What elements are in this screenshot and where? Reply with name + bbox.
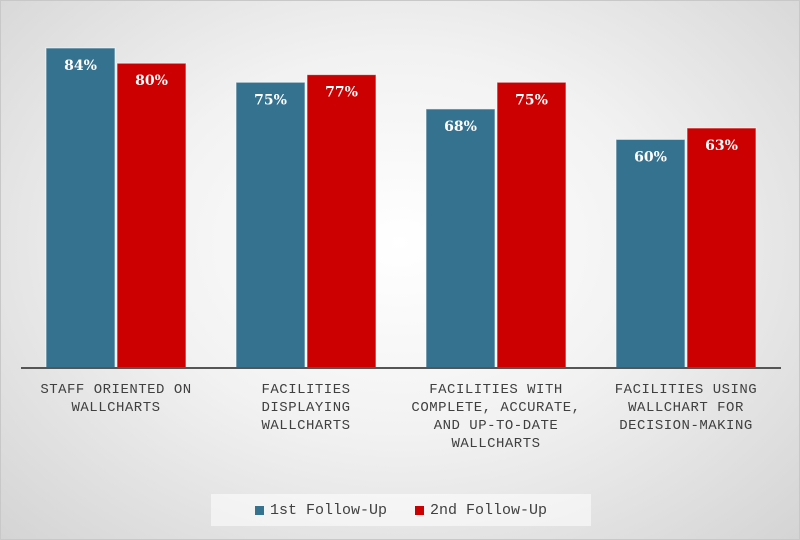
legend-item: 2nd Follow-Up (415, 502, 547, 519)
value-label: 84% (64, 58, 97, 74)
legend-swatch (415, 505, 424, 515)
bar (45, 47, 116, 369)
value-label: 80% (135, 73, 168, 89)
value-label: 75% (254, 92, 287, 108)
bar (615, 138, 686, 369)
legend-label: 2nd Follow-Up (430, 501, 548, 519)
bar (425, 108, 496, 369)
bar (496, 81, 567, 369)
legend-item: 1st Follow-Up (254, 501, 387, 519)
x-tick-label: FACILITIES USING WALLCHART FOR DECISION-… (614, 382, 758, 434)
legend-label: 1st Follow-Up (269, 501, 387, 519)
x-tick-label: STAFF ORIENTED ON WALLCHARTS (40, 382, 192, 416)
value-label: 77% (325, 85, 358, 101)
bar (116, 62, 187, 369)
bar (306, 74, 377, 369)
bar (686, 127, 757, 369)
value-label: 63% (705, 138, 738, 154)
value-label: 75% (515, 92, 548, 108)
legend-swatch (254, 505, 264, 515)
x-tick-label: FACILITIES DISPLAYING WALLCHARTS (261, 382, 351, 434)
x-tick-label: FACILITIES WITH COMPLETE, ACCURATE, AND … (411, 382, 581, 452)
legend: 1st Follow-Up 2nd Follow-Up (211, 494, 591, 526)
bar (235, 81, 306, 369)
value-label: 68% (444, 119, 477, 135)
value-label: 60% (634, 149, 667, 165)
